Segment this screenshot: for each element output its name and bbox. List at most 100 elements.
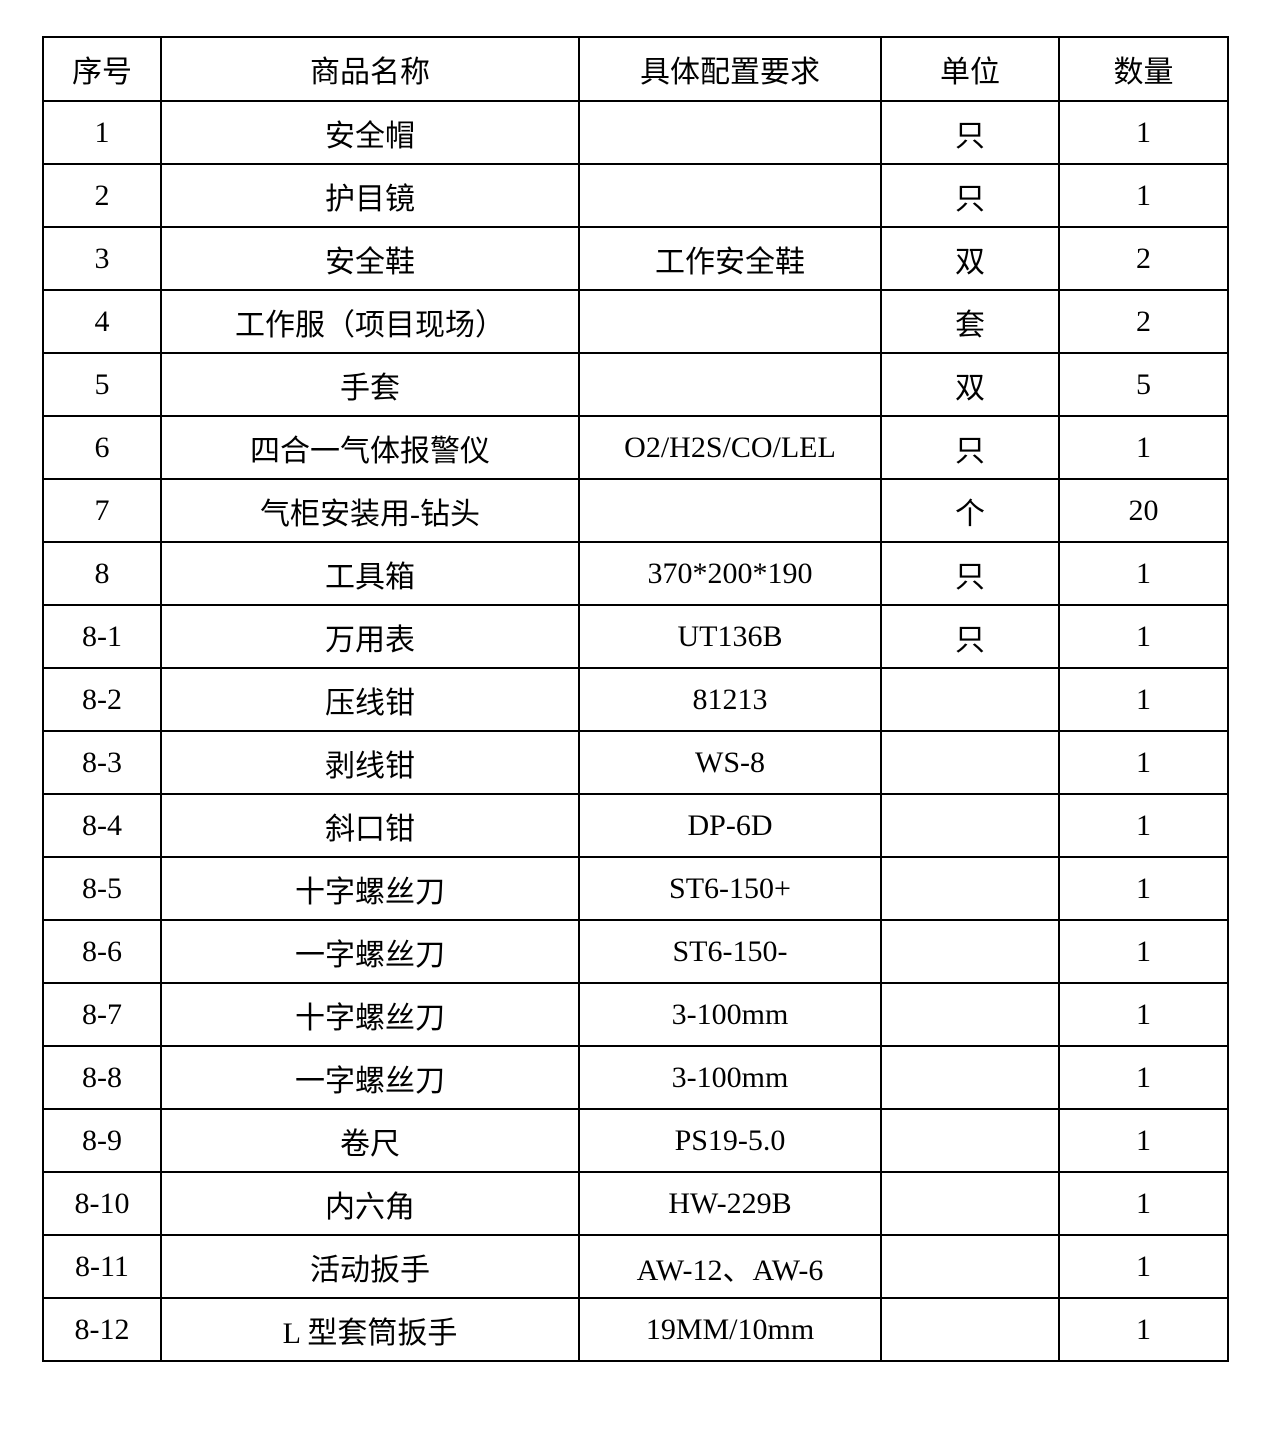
quantity-cell: 1 [1058,604,1229,669]
unit-cell: 双 [880,352,1060,417]
table-row: 5 手套双 5 [42,352,1229,417]
spec-cell: 工作安全鞋 [578,226,882,291]
spec-cell: HW-229B [578,1171,882,1236]
row-number-cell: 8-4 [42,793,162,858]
column-header: 商品名称 [160,36,580,102]
spec-cell [578,163,882,228]
spec-cell [578,352,882,417]
quantity-cell: 1 [1058,856,1229,921]
table-row: 8-4 斜口钳 DP-6D 1 [42,793,1229,858]
spec-cell: O2/H2S/CO/LEL [578,415,882,480]
spec-cell: ST6-150- [578,919,882,984]
product-name-cell: 内六角 [160,1171,580,1236]
row-number-cell: 8-6 [42,919,162,984]
unit-cell: 双 [880,226,1060,291]
unit-cell: 只 [880,415,1060,480]
unit-cell: 只 [880,100,1060,165]
product-name-cell: 十字螺丝刀 [160,856,580,921]
spec-cell: DP-6D [578,793,882,858]
spec-cell: ST6-150+ [578,856,882,921]
table-row: 6 四合一气体报警仪 O2/H2S/CO/LEL 只 1 [42,415,1229,480]
row-number-cell: 8-9 [42,1108,162,1173]
quantity-cell: 1 [1058,667,1229,732]
table-row: 2 护目镜 只 1 [42,163,1229,228]
product-name-cell: 剥线钳 [160,730,580,795]
row-number-cell: 8-7 [42,982,162,1047]
product-name-cell: L 型套筒扳手 [160,1297,580,1362]
row-number-cell: 8-5 [42,856,162,921]
unit-cell: 套 [880,289,1060,354]
quantity-cell: 1 [1058,1171,1229,1236]
unit-cell [880,1297,1060,1362]
table-row: 8-1 万用表 UT136B 只 1 [42,604,1229,669]
product-name-cell: 工作服（项目现场） [160,289,580,354]
row-number-cell: 8 [42,541,162,606]
row-number-cell: 8-11 [42,1234,162,1299]
column-header: 具体配置要求 [578,36,882,102]
product-name-cell: 工具箱 [160,541,580,606]
product-name-cell: 万用表 [160,604,580,669]
column-header: 序号 [42,36,162,102]
unit-cell [880,919,1060,984]
row-number-cell: 8-2 [42,667,162,732]
unit-cell: 只 [880,541,1060,606]
product-name-cell: 安全帽 [160,100,580,165]
quantity-cell: 1 [1058,1297,1229,1362]
quantity-cell: 1 [1058,163,1229,228]
column-header: 单位 [880,36,1060,102]
product-name-cell: 一字螺丝刀 [160,1045,580,1110]
table-row: 8-12 L 型套筒扳手 19MM/10mm 1 [42,1297,1229,1362]
quantity-cell: 1 [1058,1108,1229,1173]
quantity-cell: 5 [1058,352,1229,417]
spec-cell: PS19-5.0 [578,1108,882,1173]
unit-cell [880,982,1060,1047]
row-number-cell: 8-10 [42,1171,162,1236]
spec-cell [578,478,882,543]
unit-cell: 只 [880,604,1060,669]
unit-cell [880,667,1060,732]
spec-cell: WS-8 [578,730,882,795]
product-name-cell: 安全鞋 [160,226,580,291]
table-row: 8-8 一字螺丝刀 3-100mm 1 [42,1045,1229,1110]
quantity-cell: 1 [1058,415,1229,480]
unit-cell [880,1045,1060,1110]
row-number-cell: 7 [42,478,162,543]
product-name-cell: 斜口钳 [160,793,580,858]
spec-cell: 19MM/10mm [578,1297,882,1362]
table-row: 8-10 内六角 HW-229B 1 [42,1171,1229,1236]
unit-cell [880,730,1060,795]
table-body: 1 安全帽只 1 2 护目镜只 1 3 安全鞋 工作安全鞋双 2 4 工作服（项目现场）套 2 5 手套双 5… [42,100,1229,1362]
header-row: 序号 商品名称 具体配置要求 单位 数量 [42,36,1229,102]
quantity-cell: 2 [1058,226,1229,291]
quantity-cell: 1 [1058,730,1229,795]
product-name-cell: 四合一气体报警仪 [160,415,580,480]
row-number-cell: 8-12 [42,1297,162,1362]
quantity-cell: 1 [1058,541,1229,606]
row-number-cell: 5 [42,352,162,417]
quantity-cell: 1 [1058,793,1229,858]
table-row: 3 安全鞋 工作安全鞋双 2 [42,226,1229,291]
product-name-cell: 活动扳手 [160,1234,580,1299]
quantity-cell: 20 [1058,478,1229,543]
quantity-cell: 1 [1058,919,1229,984]
quantity-cell: 1 [1058,982,1229,1047]
spec-cell [578,100,882,165]
product-name-cell: 气柜安装用-钻头 [160,478,580,543]
row-number-cell: 8-3 [42,730,162,795]
product-name-cell: 手套 [160,352,580,417]
unit-cell [880,1234,1060,1299]
row-number-cell: 3 [42,226,162,291]
unit-cell [880,856,1060,921]
spec-cell: 3-100mm [578,982,882,1047]
spec-cell: 81213 [578,667,882,732]
product-name-cell: 一字螺丝刀 [160,919,580,984]
product-name-cell: 十字螺丝刀 [160,982,580,1047]
table-row: 8-11 活动扳手 AW-12、AW-6 1 [42,1234,1229,1299]
table-row: 8-3 剥线钳 WS-8 1 [42,730,1229,795]
table-row: 1 安全帽只 1 [42,100,1229,165]
product-name-cell: 护目镜 [160,163,580,228]
table-row: 8-7 十字螺丝刀 3-100mm 1 [42,982,1229,1047]
table-row: 7 气柜安装用-钻头 个 20 [42,478,1229,543]
row-number-cell: 4 [42,289,162,354]
table-row: 8-6 一字螺丝刀 ST6-150- 1 [42,919,1229,984]
